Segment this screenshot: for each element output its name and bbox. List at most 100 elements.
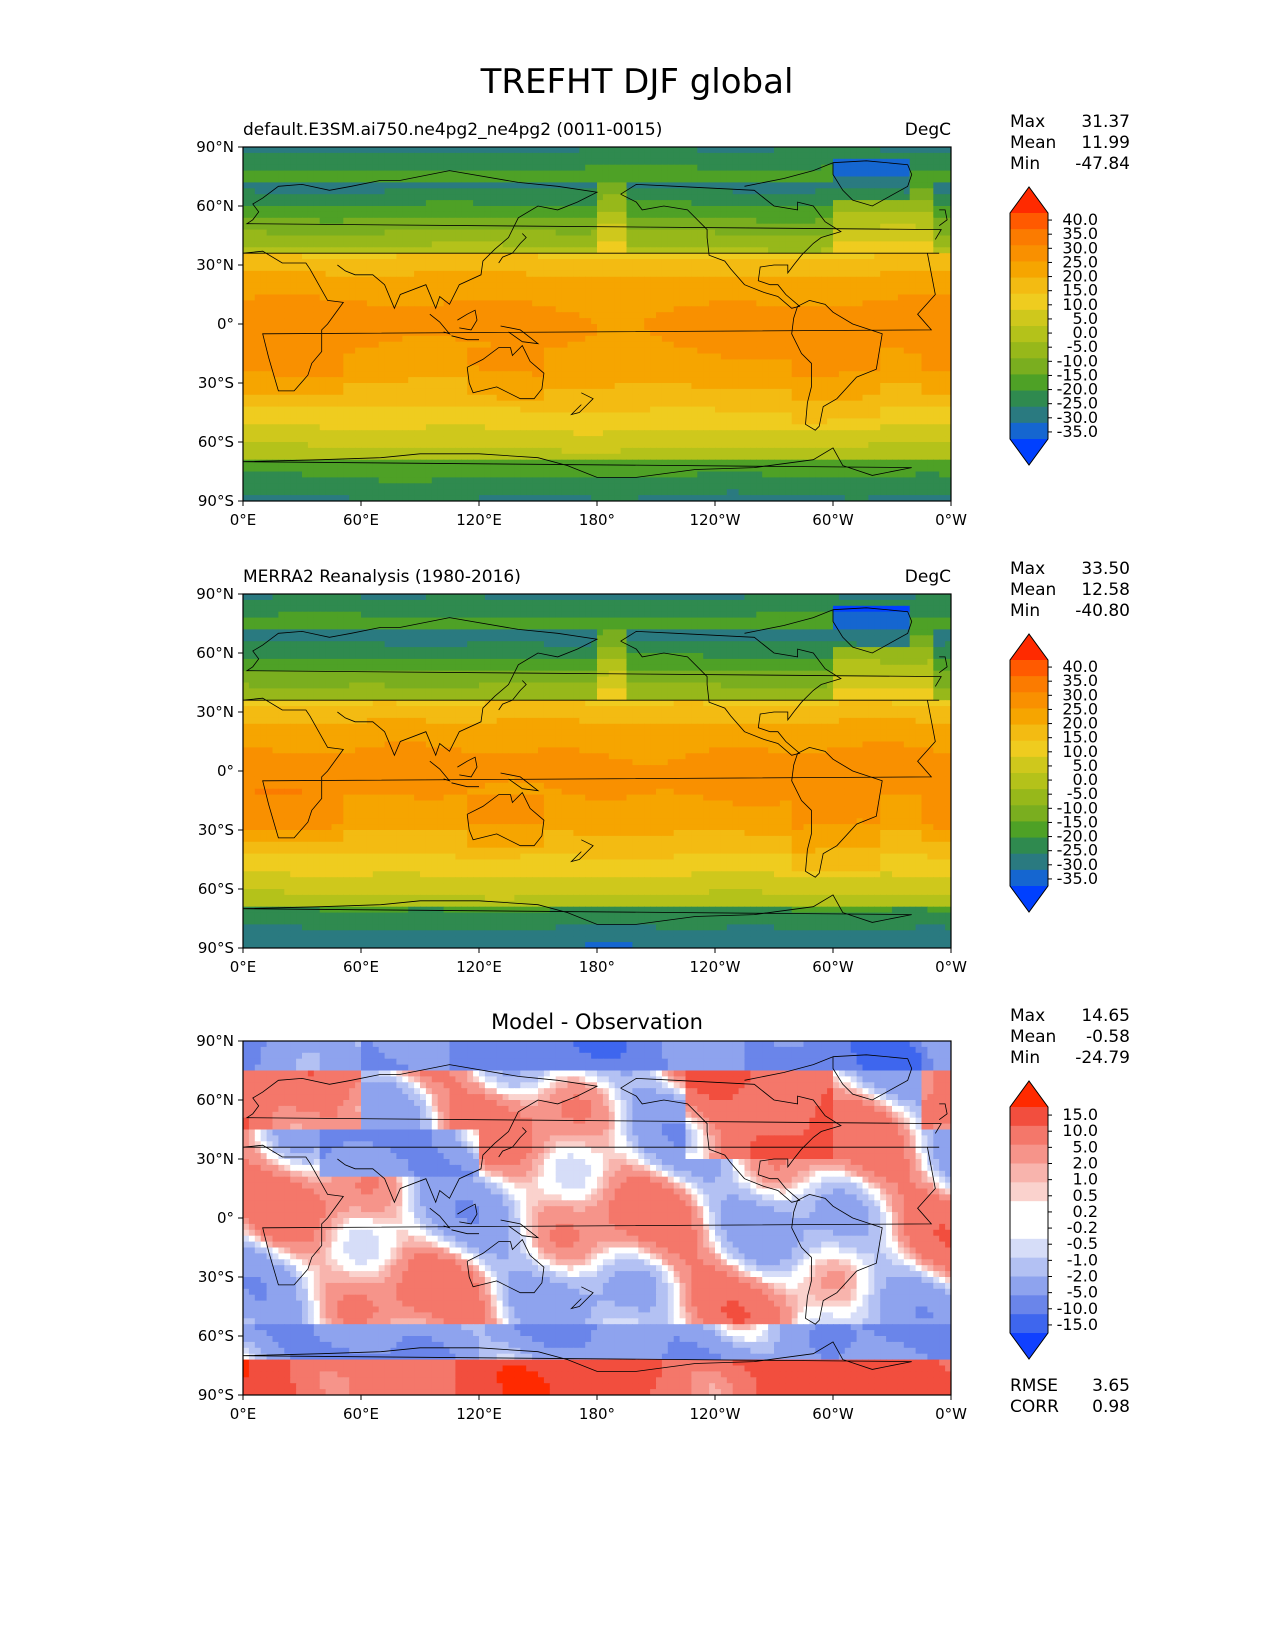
colorbar-label: 40.0: [1062, 657, 1098, 676]
y-tick-label: 90°S: [198, 492, 234, 510]
colorbar-label: 5.0: [1073, 309, 1098, 328]
colorbar-label: 15.0: [1062, 281, 1098, 300]
colorbar-segment: [1010, 805, 1048, 822]
stat-value-mean: 12.58: [1081, 580, 1130, 600]
colorbar-segment: [1010, 1220, 1048, 1240]
colorbar-segment: [1010, 821, 1048, 839]
colorbar-label: -2.0: [1067, 1267, 1098, 1286]
stat-label-min: Min: [1010, 601, 1040, 621]
colorbar-label: 10.0: [1062, 742, 1098, 761]
colorbar-extend-min: [1010, 886, 1048, 912]
colorbar-label: -5.0: [1067, 784, 1098, 803]
stat-value-mean: 11.99: [1081, 133, 1130, 153]
stat-label-mean: Mean: [1010, 580, 1056, 600]
colorbar-label: -15.0: [1057, 365, 1098, 384]
colorbar-segment: [1010, 406, 1048, 424]
colorbar-label: -30.0: [1057, 855, 1098, 874]
colorbar-extend-max: [1010, 1081, 1048, 1107]
stat-value-rmse: 3.65: [1092, 1376, 1130, 1396]
colorbar-label: 0.0: [1073, 323, 1098, 342]
x-tick-label: 120°E: [456, 958, 502, 976]
colorbar-segment: [1010, 1182, 1048, 1202]
stat-value-max: 14.65: [1081, 1006, 1130, 1026]
x-tick-label: 120°W: [690, 511, 741, 529]
colorbar-label: -20.0: [1057, 380, 1098, 399]
y-tick-label: 60°S: [198, 1327, 234, 1345]
colorbar-segment: [1010, 213, 1048, 230]
stat-label-max: Max: [1010, 559, 1045, 579]
colorbar-segment: [1010, 1163, 1048, 1183]
x-tick-label: 60°W: [812, 958, 854, 976]
colorbar-label: 5.0: [1073, 1137, 1098, 1156]
colorbar-label: 1.0: [1073, 1170, 1098, 1189]
colorbar-segment: [1010, 1144, 1048, 1164]
colorbar-label: -20.0: [1057, 827, 1098, 846]
x-tick-label: 0°W: [935, 1405, 967, 1423]
colorbar-label: 20.0: [1062, 714, 1098, 733]
stat-label-rmse: RMSE: [1010, 1376, 1058, 1396]
x-tick-label: 120°W: [690, 1405, 741, 1423]
stat-label-max: Max: [1010, 112, 1045, 132]
y-tick-label: 0°: [217, 1209, 234, 1227]
colorbar-segment: [1010, 261, 1048, 279]
x-tick-label: 60°W: [812, 511, 854, 529]
colorbar-segment: [1010, 837, 1048, 855]
x-tick-label: 0°E: [230, 511, 257, 529]
y-tick-label: 90°N: [196, 585, 234, 603]
colorbar-segment: [1010, 277, 1048, 295]
colorbar-segment: [1010, 342, 1048, 359]
x-tick-label: 0°W: [935, 958, 967, 976]
colorbar-label: 0.5: [1073, 1186, 1098, 1205]
figure-title: TREFHT DJF global: [480, 62, 794, 102]
x-tick-label: 180°: [579, 1405, 615, 1423]
x-tick-label: 0°W: [935, 511, 967, 529]
stat-value-max: 31.37: [1081, 112, 1130, 132]
panel-units: DegC: [905, 120, 951, 140]
colorbar-label: -10.0: [1057, 798, 1098, 817]
stat-value-mean: -0.58: [1086, 1027, 1130, 1047]
colorbar-label: 15.0: [1062, 728, 1098, 747]
colorbar-segment: [1010, 660, 1048, 677]
colorbar-segment: [1010, 374, 1048, 392]
panel-left-title: MERRA2 Reanalysis (1980-2016): [243, 567, 521, 587]
panels: 0°E 60°E 120°E 180° 120°W 60°W 0°W 90°N 60°N 30°N…: [196, 112, 1130, 1423]
colorbar-segment: [1010, 853, 1048, 871]
colorbar-segment: [1010, 1295, 1048, 1315]
map-field: [243, 594, 951, 948]
colorbar-segment: [1010, 1125, 1048, 1146]
colorbar-segment: [1010, 358, 1048, 375]
colorbar-label: -0.2: [1067, 1218, 1098, 1237]
colorbar-extend-max: [1010, 187, 1048, 213]
colorbar-segment: [1010, 740, 1048, 758]
panel-test: 0°E 60°E 120°E 180° 120°W 60°W 0°W 90°N 60°N 30°N…: [196, 112, 1130, 529]
stat-value-min: -47.84: [1075, 154, 1130, 174]
colorbar-label: 10.0: [1062, 1121, 1098, 1140]
colorbar-segment: [1010, 692, 1048, 709]
colorbar-segment: [1010, 293, 1048, 311]
colorbar-label: -5.0: [1067, 1283, 1098, 1302]
y-tick-label: 0°: [217, 315, 234, 333]
y-tick-label: 30°S: [198, 1268, 234, 1286]
colorbar-label: 20.0: [1062, 267, 1098, 286]
colorbar-label: -1.0: [1067, 1250, 1098, 1269]
coastlines: [243, 607, 948, 925]
colorbar-extend-min: [1010, 439, 1048, 465]
colorbar-label: -35.0: [1057, 422, 1098, 441]
panel-diff: 0°E 60°E 120°E 180° 120°W 60°W 0°W 90°N 60°N 30°N…: [196, 1006, 1130, 1423]
colorbar-label: -25.0: [1057, 394, 1098, 413]
y-tick-label: 90°N: [196, 1032, 234, 1050]
colorbar-label: 25.0: [1062, 699, 1098, 718]
panel-left-title: default.E3SM.ai750.ne4pg2_ne4pg2 (0011-0…: [243, 120, 662, 140]
colorbar-segment: [1010, 326, 1048, 343]
x-tick-label: 60°E: [343, 1405, 379, 1423]
stat-label-mean: Mean: [1010, 1027, 1056, 1047]
x-tick-label: 60°W: [812, 1405, 854, 1423]
colorbar-label: 30.0: [1062, 238, 1098, 257]
colorbar-segment: [1010, 708, 1048, 726]
colorbar-segment: [1010, 390, 1048, 408]
map-field: [243, 147, 951, 501]
panel-center-title: Model - Observation: [491, 1010, 703, 1034]
y-tick-label: 30°N: [196, 1150, 234, 1168]
x-tick-label: 180°: [579, 958, 615, 976]
